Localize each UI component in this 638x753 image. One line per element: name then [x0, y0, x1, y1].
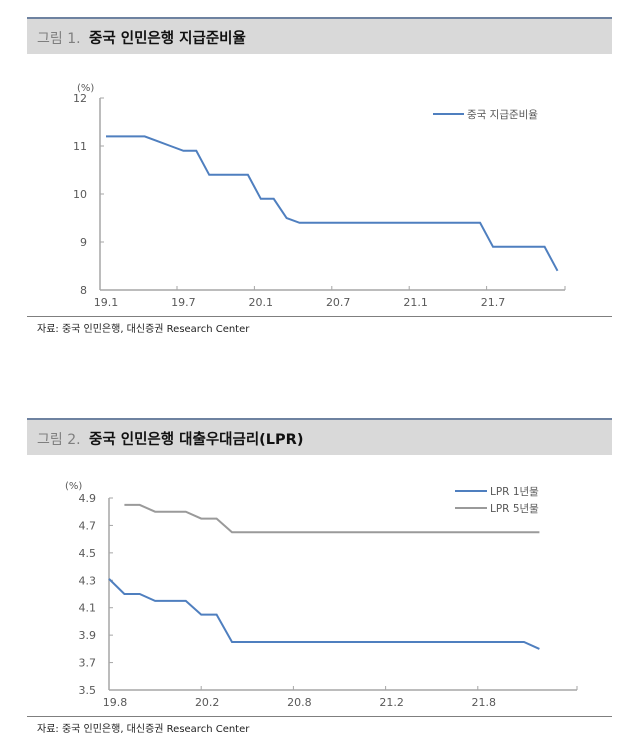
svg-text:4.9: 4.9 [79, 492, 97, 505]
svg-text:21.7: 21.7 [481, 296, 506, 309]
figure1-title: 중국 인민은행 지급준비율 [89, 31, 246, 47]
svg-text:21.1: 21.1 [403, 296, 428, 309]
svg-text:3.9: 3.9 [79, 629, 97, 642]
svg-text:4.1: 4.1 [79, 602, 97, 615]
figure2-header: 그림 2. 중국 인민은행 대출우대금리(LPR) [27, 418, 612, 455]
figure1-header: 그림 1. 중국 인민은행 지급준비율 [27, 17, 612, 54]
svg-text:4.5: 4.5 [79, 547, 97, 560]
svg-text:12: 12 [73, 92, 87, 105]
chart2-series-lpr-5y [124, 503, 540, 534]
svg-text:19.7: 19.7 [171, 296, 196, 309]
chart2-x-axis: 19.8 20.2 20.8 21.2 21.8 [103, 686, 578, 709]
svg-text:9: 9 [80, 236, 87, 249]
svg-text:3.5: 3.5 [79, 684, 97, 697]
chart1-series-reserve-ratio [106, 135, 559, 272]
svg-text:20.1: 20.1 [249, 296, 274, 309]
chart2-unit: (%) [65, 481, 82, 492]
svg-text:20.7: 20.7 [326, 296, 351, 309]
chart2-legend-label-1y: LPR 1년물 [490, 486, 539, 498]
chart1-x-axis: 19.1 19.7 20.1 20.7 21.1 21.7 [94, 286, 566, 309]
svg-text:20.8: 20.8 [287, 696, 312, 709]
chart1-y-axis: 8 9 10 11 12 [73, 92, 104, 297]
chart1-legend-label: 중국 지급준비율 [467, 109, 538, 121]
svg-text:8: 8 [80, 284, 87, 297]
chart2-series-lpr-1y [108, 578, 540, 650]
svg-text:19.8: 19.8 [103, 696, 128, 709]
figure2-title: 중국 인민은행 대출우대금리(LPR) [89, 432, 304, 448]
chart1-legend: 중국 지급준비율 [433, 109, 538, 121]
svg-text:3.7: 3.7 [79, 657, 97, 670]
figure1-number: 그림 1. [37, 31, 81, 47]
svg-text:21.8: 21.8 [472, 696, 497, 709]
svg-text:20.2: 20.2 [195, 696, 220, 709]
svg-text:21.2: 21.2 [379, 696, 404, 709]
svg-text:19.1: 19.1 [94, 296, 119, 309]
chart2-legend: LPR 1년물 LPR 5년물 [455, 486, 539, 515]
figure2-source: 자료: 중국 인민은행, 대신증권 Research Center [27, 716, 612, 735]
chart2-legend-label-5y: LPR 5년물 [490, 503, 539, 515]
svg-text:4.7: 4.7 [79, 519, 97, 532]
svg-text:4.3: 4.3 [79, 574, 97, 587]
chart-reserve-ratio: (%) 8 9 10 11 12 19.1 19.7 20.1 20.7 21.1 21.7 중국… [73, 83, 566, 309]
svg-text:11: 11 [73, 140, 87, 153]
chart2-y-axis: 3.5 3.7 3.9 4.1 4.3 4.5 4.7 4.9 [79, 492, 113, 697]
chart1-unit: (%) [77, 83, 94, 94]
figure1-source: 자료: 중국 인민은행, 대신증권 Research Center [27, 316, 612, 335]
svg-text:10: 10 [73, 188, 87, 201]
figure2-number: 그림 2. [37, 432, 81, 448]
